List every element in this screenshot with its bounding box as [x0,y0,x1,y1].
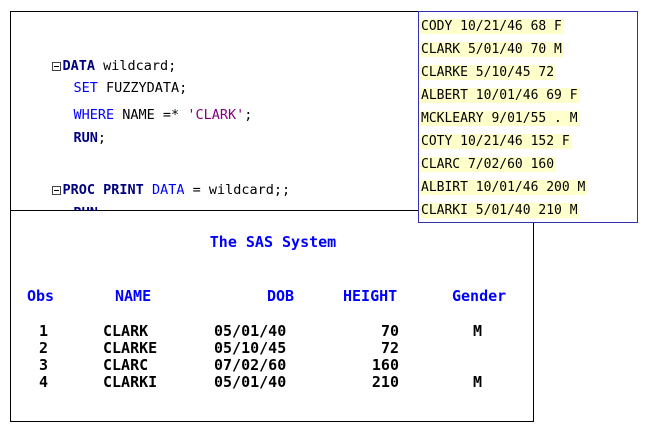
column-header-dob: DOB [267,287,295,305]
keyword-run: RUN [73,130,98,146]
code-line-data[interactable]: DATA wildcard; [19,36,176,74]
string-literal: 'CLARK' [187,107,245,123]
data-record-text: CODY 10/21/46 68 F [419,19,564,34]
cell-dob: 07/02/60 [214,356,287,374]
code-line-run[interactable]: RUN; [41,183,107,221]
data-record: COTY 10/21/46 152 F [419,128,637,151]
data-record: ALBERT 10/01/46 69 F [419,82,637,105]
code-text: wildcard; [95,58,177,74]
cell-dob: 05/01/40 [214,322,287,340]
data-record-text: ALBIRT 10/01/46 200 M [419,180,588,195]
data-record-text: CLARK 5/01/40 70 M [419,42,564,57]
data-record-text: CLARKI 5/01/40 210 M [419,203,580,218]
cell-gender: M [473,322,483,340]
code-text: ; [244,107,253,123]
keyword-where: WHERE [73,107,115,123]
cell-dob: 05/01/40 [214,373,287,391]
keyword-data: DATA [151,182,185,198]
data-record: CODY 10/21/46 68 F [419,13,637,36]
raw-data-panel: CODY 10/21/46 68 F CLARK 5/01/40 70 M CL… [418,11,638,223]
cell-gender: M [473,373,483,391]
collapse-toggle-icon[interactable] [51,61,61,71]
keyword-data: DATA [62,58,96,74]
output-title: The SAS System [209,233,337,251]
cell-height: 72 [380,339,399,357]
data-record: CLARKI 5/01/40 210 M [419,197,637,220]
cell-obs: 4 [39,373,49,391]
column-header-obs: Obs [27,287,55,305]
column-header-height: HEIGHT [343,287,398,305]
code-text: ; [97,130,107,146]
data-record: CLARKE 5/10/45 72 [419,59,637,82]
cell-height: 70 [380,322,399,340]
code-line-where[interactable]: WHERE NAME =* 'CLARK'; [41,85,253,123]
code-text: FUZZYDATA; [97,80,188,96]
cell-obs: 3 [39,356,49,374]
data-record-text: COTY 10/21/46 152 F [419,134,572,149]
data-record-text: CLARC 7/02/60 160 [419,157,557,172]
code-text: = wildcard;; [184,182,291,198]
code-line-run[interactable]: RUN; [41,108,107,146]
keyword-proc-print: PROC PRINT [62,182,144,198]
data-record-text: MCKLEARY 9/01/55 . M [419,111,580,126]
keyword-set: SET [73,80,98,96]
code-text [144,182,152,198]
cell-name: CLARKE [103,339,158,357]
code-line-proc-print[interactable]: PROC PRINT DATA = wildcard;; [19,160,290,198]
code-line-set[interactable]: SET FUZZYDATA; [41,58,188,96]
output-panel: The SAS System Obs NAME DOB HEIGHT Gende… [10,211,534,422]
data-record: CLARK 5/01/40 70 M [419,36,637,59]
data-record-text: ALBERT 10/01/46 69 F [419,88,580,103]
cell-height: 160 [371,356,399,374]
cell-name: CLARKI [103,373,158,391]
column-header-name: NAME [115,287,152,305]
cell-obs: 1 [39,322,49,340]
cell-obs: 2 [39,339,49,357]
cell-dob: 05/10/45 [214,339,287,357]
data-record: CLARC 7/02/60 160 [419,151,637,174]
data-record: MCKLEARY 9/01/55 . M [419,105,637,128]
data-record-text: CLARKE 5/10/45 72 [419,65,557,80]
collapse-toggle-icon[interactable] [51,185,61,195]
data-record: ALBIRT 10/01/46 200 M [419,174,637,197]
code-text: NAME =* [114,107,188,123]
column-header-gender: Gender [452,287,507,305]
cell-name: CLARK [103,322,149,340]
cell-name: CLARC [103,356,149,374]
cell-height: 210 [371,373,399,391]
